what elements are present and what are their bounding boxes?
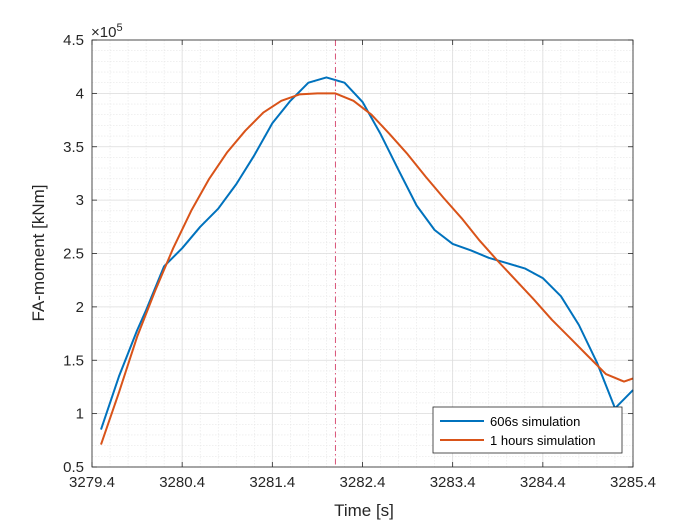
x-tick-label: 3281.4 [249, 474, 295, 491]
y-tick-label: 2.5 [63, 246, 84, 263]
legend: 606s simulation 1 hours simulation [432, 406, 623, 454]
series-layer [100, 76, 634, 445]
y-exponent-base: ×10 [91, 24, 116, 41]
x-axis-label: Time [s] [334, 501, 394, 520]
series-line-0 [100, 76, 634, 430]
legend-label-606s: 606s simulation [490, 414, 580, 429]
y-tick-label: 1.5 [63, 352, 84, 369]
y-axis-ticks: 0.5 1 1.5 2 2.5 3 3.5 4 4.5 [63, 32, 633, 476]
y-axis-exponent: ×105 [91, 22, 123, 41]
y-exponent-power: 5 [116, 22, 122, 34]
y-tick-label: 4.5 [63, 32, 84, 49]
x-tick-label: 3285.4 [610, 474, 656, 491]
x-tick-label: 3279.4 [69, 474, 115, 491]
y-tick-label: 1 [76, 406, 84, 423]
legend-box [432, 406, 623, 454]
y-tick-label: 4 [76, 85, 84, 102]
y-axis-label: FA-moment [kNm] [29, 185, 48, 322]
x-tick-label: 3284.4 [520, 474, 566, 491]
y-tick-label: 0.5 [63, 459, 84, 476]
x-axis-ticks: 3279.4 3280.4 3281.4 3282.4 3283.4 3284.4 3285… [69, 40, 656, 491]
legend-label-1-hour: 1 hours simulation [490, 433, 596, 448]
x-tick-label: 3280.4 [159, 474, 205, 491]
y-tick-label: 2 [76, 299, 84, 316]
y-tick-label: 3 [76, 192, 84, 209]
x-tick-label: 3282.4 [340, 474, 386, 491]
series-line-1 [100, 92, 634, 445]
x-tick-label: 3283.4 [430, 474, 476, 491]
y-tick-label: 3.5 [63, 139, 84, 156]
